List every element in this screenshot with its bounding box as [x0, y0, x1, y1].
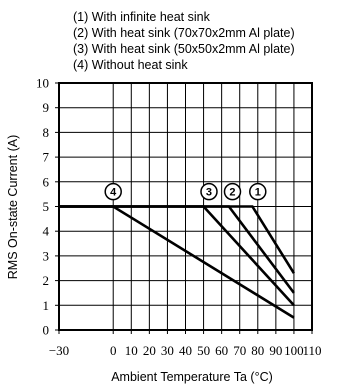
- x-tick-label: 60: [215, 343, 228, 358]
- legend-entry-4: (4) Without heat sink: [73, 58, 188, 72]
- x-tick-label: 20: [143, 343, 156, 358]
- marker-circle-4: [104, 182, 122, 201]
- y-tick-label: 9: [43, 100, 50, 115]
- marker-circle-3: [200, 182, 218, 201]
- series: [59, 205, 296, 319]
- legend-entry-1: (1) With infinite heat sink: [73, 10, 211, 24]
- x-tick-label: −30: [49, 343, 69, 358]
- series-line-4: [59, 205, 295, 319]
- y-tick-label: 7: [43, 150, 50, 165]
- y-tick-label: 3: [43, 248, 50, 263]
- marker-circle-2: [223, 182, 242, 201]
- x-axis-title: Ambient Temperature Ta (°C): [111, 370, 273, 384]
- legend-entry-2: (2) With heat sink (70x70x2mm Al plate): [73, 26, 295, 40]
- x-tick-label: 70: [233, 343, 246, 358]
- x-tick-label: 90: [269, 343, 282, 358]
- y-tick-label: 1: [43, 298, 50, 313]
- y-tick-label: 6: [43, 174, 50, 189]
- y-tick-label: 2: [43, 273, 50, 288]
- marker-label-4: 4: [110, 187, 117, 199]
- y-ticks: 0 1 2 3 4 5 6 7 8 9 10: [36, 76, 59, 338]
- x-tick-label: 100: [284, 343, 304, 358]
- series-line-1: [59, 205, 296, 274]
- series-markers: 1 2 3 4: [104, 182, 267, 201]
- x-tick-label: 110: [302, 343, 321, 358]
- y-axis-title: RMS On-state Current (A): [6, 135, 20, 279]
- marker-label-2: 2: [229, 187, 235, 199]
- marker-circle-1: [249, 182, 267, 201]
- legend: (1) With infinite heat sink (2) With hea…: [73, 10, 295, 72]
- series-line-2: [59, 205, 295, 294]
- x-tick-label: 50: [197, 343, 210, 358]
- x-tick-label: 30: [161, 343, 174, 358]
- y-tick-label: 10: [36, 76, 49, 91]
- x-tick-label: 80: [251, 343, 264, 358]
- marker-label-1: 1: [255, 187, 261, 199]
- legend-entry-3: (3) With heat sink (50x50x2mm Al plate): [73, 42, 295, 56]
- y-tick-label: 0: [43, 323, 50, 338]
- marker-label-3: 3: [206, 187, 212, 199]
- y-tick-label: 4: [43, 224, 50, 239]
- x-tick-label: 10: [125, 343, 138, 358]
- x-tick-label: 40: [179, 343, 192, 358]
- y-tick-label: 5: [43, 199, 50, 214]
- y-tick-label: 8: [43, 125, 50, 140]
- x-tick-label: 0: [110, 343, 117, 358]
